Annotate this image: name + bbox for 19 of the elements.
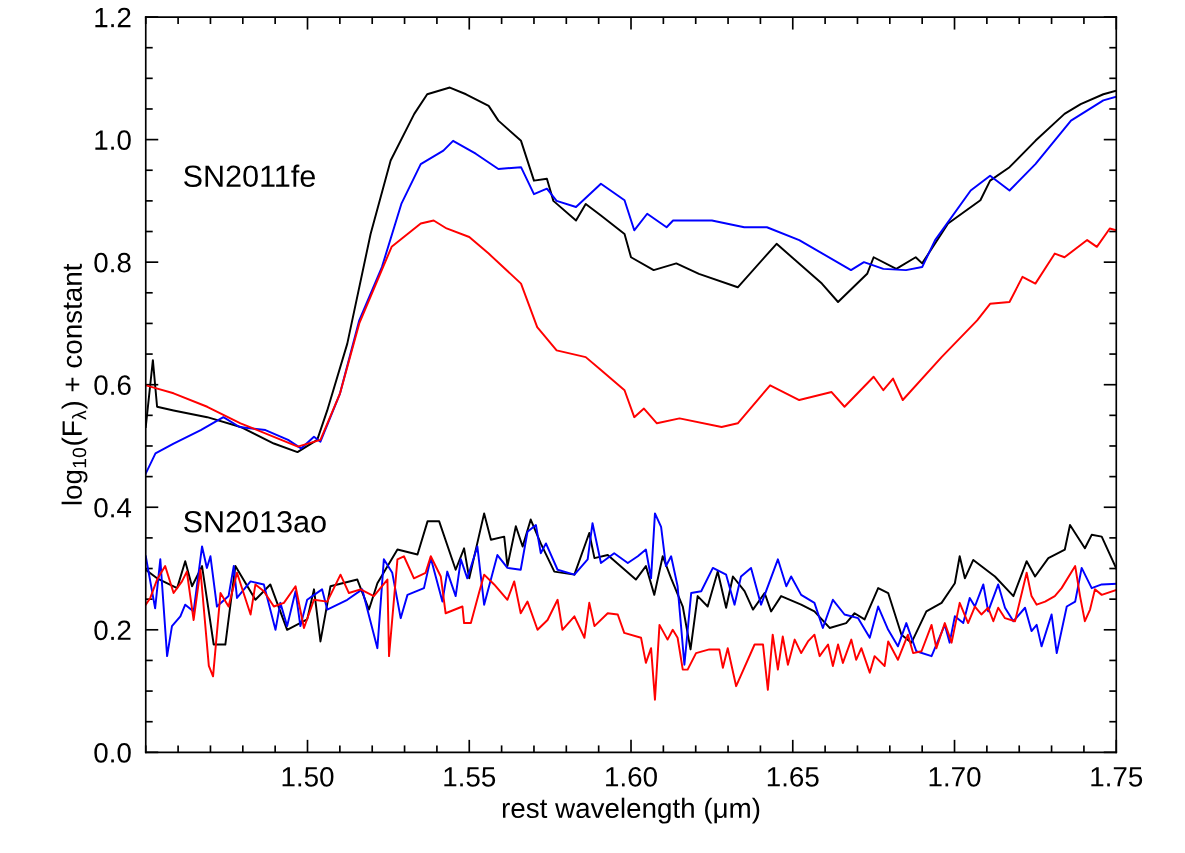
x-axis-title: rest wavelength (μm) bbox=[502, 797, 760, 824]
y-axis-title: log$_{10}$(F$_{λ}$) + constant bbox=[61, 263, 88, 505]
x-tick-label: 1.55 bbox=[444, 767, 496, 787]
x-tick-label: 1.50 bbox=[282, 766, 334, 787]
y-tick-label: 1.0 bbox=[95, 130, 131, 150]
x-tick-label: 1.65 bbox=[767, 766, 819, 787]
y-tick-label: 0.0 bbox=[94, 743, 131, 763]
x-tick-label: 1.60 bbox=[606, 766, 657, 787]
y-tick-label: 0.6 bbox=[94, 375, 131, 396]
y-tick-label: 1.2 bbox=[95, 7, 131, 28]
line-series bbox=[145, 219, 1117, 448]
x-tick-label: 1.70 bbox=[929, 766, 981, 787]
annotation: SN2011fe bbox=[184, 164, 315, 188]
line-series bbox=[145, 555, 1117, 701]
y-tick-label: 0.4 bbox=[94, 497, 132, 518]
y-tick-label: 0.2 bbox=[94, 620, 131, 641]
y-tick-label: 0.8 bbox=[94, 252, 131, 273]
x-tick-label: 1.75 bbox=[1091, 767, 1143, 787]
annotation: SN2013ao bbox=[184, 510, 326, 533]
